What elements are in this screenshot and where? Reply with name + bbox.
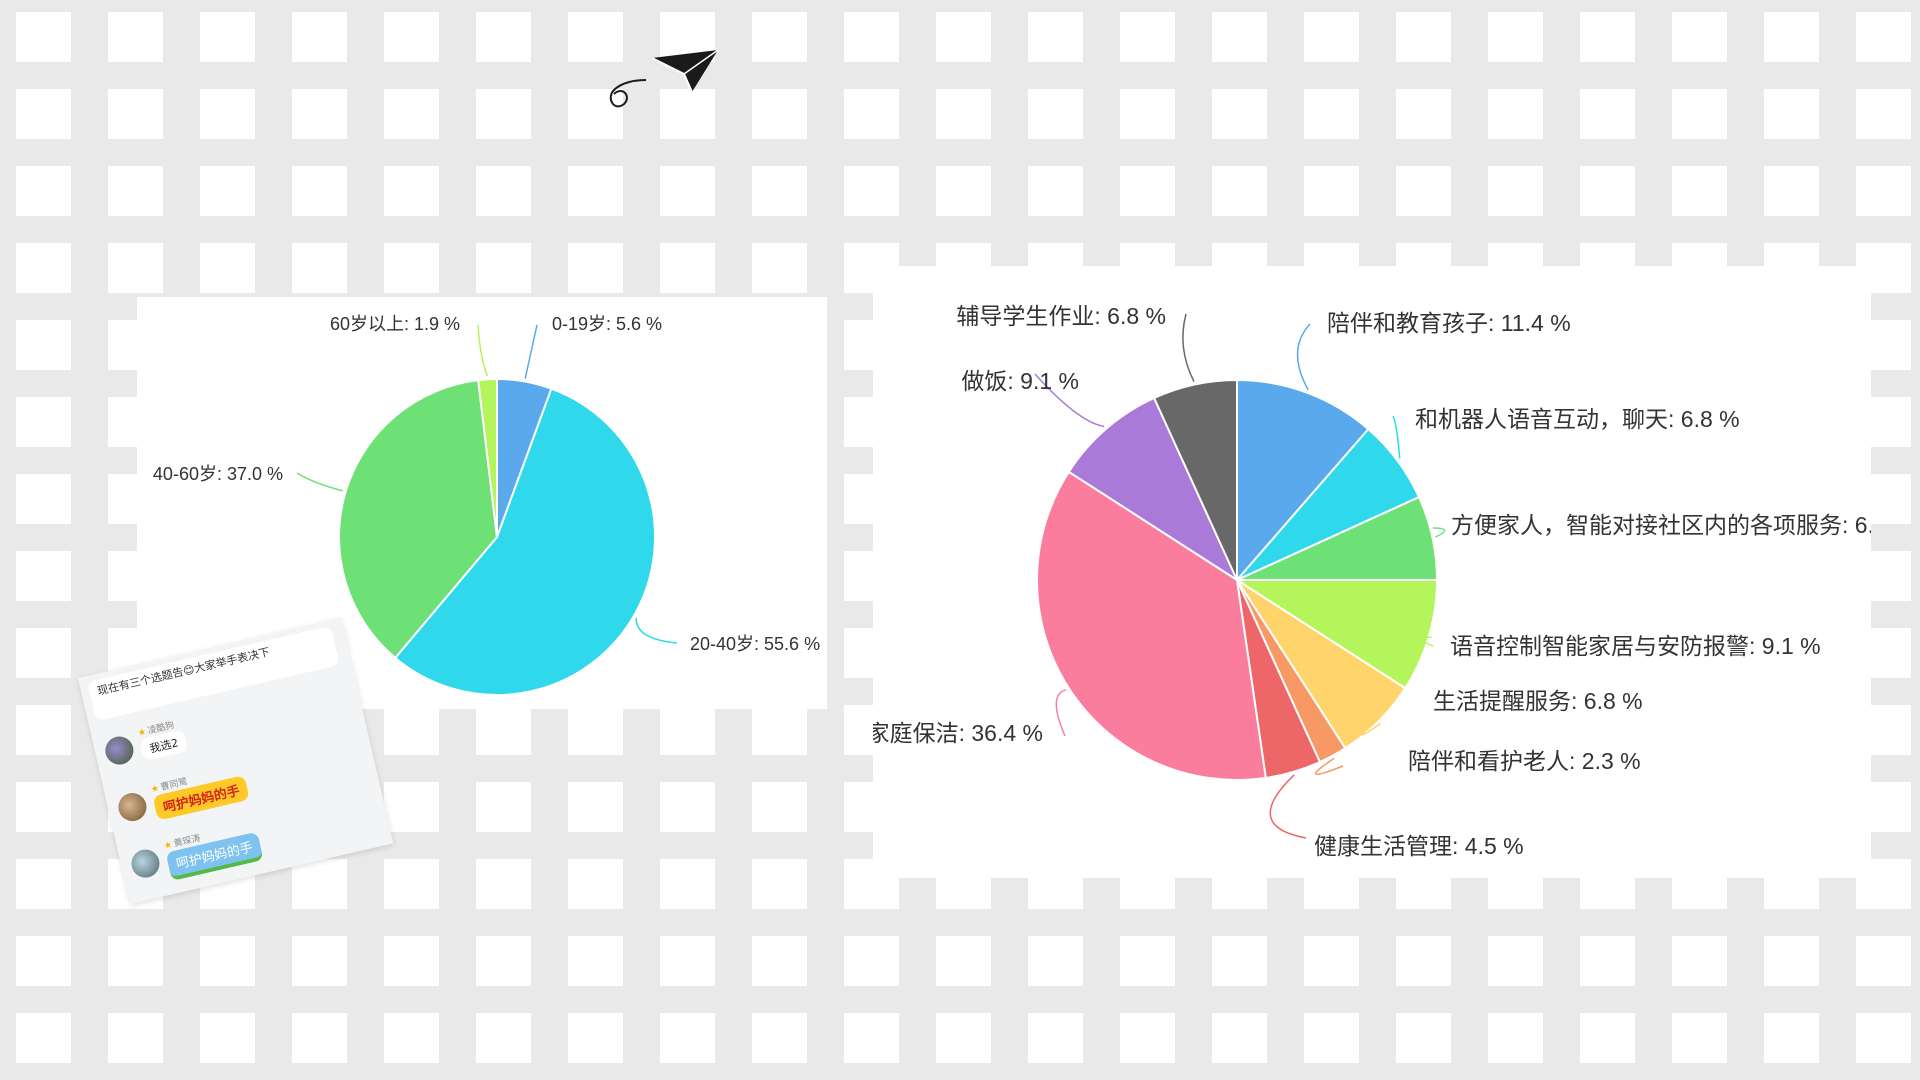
- pie-slice-2-9: [1067, 396, 1240, 583]
- slice-label: 家庭保洁: 36.4 %: [873, 720, 1043, 746]
- pie-slice-2-1: [1236, 378, 1370, 583]
- avatar: [102, 733, 137, 768]
- leader-line: [635, 617, 678, 644]
- leader-line: [1360, 708, 1384, 736]
- leader-line: [1034, 373, 1105, 428]
- paper-plane-icon: [609, 50, 719, 108]
- leader-line: [1392, 415, 1401, 459]
- leader-line: [1055, 689, 1067, 737]
- pie-slice-2-8: [1036, 470, 1267, 781]
- slice-label: 健康生活管理: 4.5 %: [1314, 833, 1524, 859]
- leader-line: [477, 324, 489, 377]
- star-icon: ★: [150, 783, 161, 796]
- slice-label: 0-19岁: 5.6 %: [552, 314, 662, 334]
- slice-label: 和机器人语音互动，聊天: 6.8 %: [1415, 406, 1740, 432]
- pie-slice-2-10: [1152, 378, 1238, 581]
- slice-label: 做饭: 9.1 %: [961, 368, 1079, 394]
- leader-line: [296, 472, 343, 492]
- pie-slice-1-4: [477, 377, 498, 538]
- leader-line: [1314, 757, 1344, 776]
- leader-line: [524, 324, 538, 379]
- service-pie-chart: 陪伴和教育孩子: 11.4 % 和机器人语音互动，聊天: 6.8 % 方便家人，智能…: [873, 303, 1871, 859]
- slice-label: 60岁以上: 1.9 %: [330, 314, 460, 334]
- avatar: [128, 846, 163, 881]
- slice-label: 40-60岁: 37.0 %: [153, 464, 283, 484]
- star-icon: ★: [136, 727, 148, 739]
- chat-screenshot-card: 现在有三个选题告😊大家举手表决下 ★凌酷狗 我选2 ★曹同鹭 呵护妈妈的手 ★黄…: [78, 617, 394, 905]
- slice-label: 语音控制智能家居与安防报警: 9.1 %: [1450, 633, 1821, 659]
- pie-slice-1-2: [393, 387, 656, 696]
- slice-label: 陪伴和教育孩子: 11.4 %: [1327, 310, 1571, 336]
- slice-label: 20-40岁: 55.6 %: [690, 634, 820, 654]
- age-pie-chart: 0-19岁: 5.6 % 20-40岁: 55.6 % 40-60岁: 37.0 %…: [153, 314, 820, 696]
- leader-line: [1296, 323, 1311, 391]
- slice-label: 辅导学生作业: 6.8 %: [956, 303, 1166, 329]
- service-pie-panel: 陪伴和教育孩子: 11.4 % 和机器人语音互动，聊天: 6.8 % 方便家人，智能…: [873, 266, 1871, 878]
- leader-line: [1432, 527, 1446, 538]
- pie-slice-2-4: [1233, 579, 1439, 690]
- leader-line: [1269, 774, 1307, 839]
- slice-label: 生活提醒服务: 6.8 %: [1433, 688, 1643, 714]
- leader-line: [1182, 313, 1195, 382]
- pie-slice-1-3: [338, 379, 499, 660]
- slice-label: 方便家人，智能对接社区内的各项服务: 6.8 %: [1451, 512, 1871, 538]
- star-icon: ★: [163, 840, 174, 852]
- avatar: [115, 790, 150, 824]
- slice-label: 陪伴和看护老人: 2.3 %: [1408, 748, 1641, 774]
- leader-line: [1421, 636, 1434, 647]
